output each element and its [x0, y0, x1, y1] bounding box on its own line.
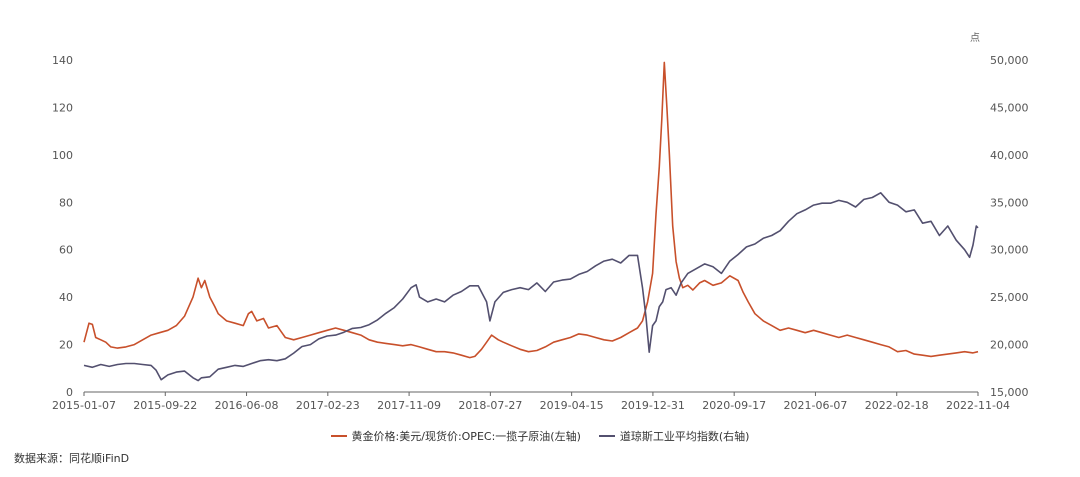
x-axis-tick-label: 2015-09-22	[133, 399, 197, 412]
right-axis-tick-label: 25,000	[990, 291, 1029, 304]
legend-item-dow[interactable]: 道琼斯工业平均指数(右轴)	[598, 428, 750, 444]
chart-lines	[83, 61, 979, 382]
right-axis-tick-label: 30,000	[990, 244, 1029, 257]
right-axis-tick-label: 15,000	[990, 386, 1029, 399]
left-axis-tick-label: 80	[59, 196, 73, 209]
left-axis-tick-label: 20	[59, 339, 73, 352]
chart-legend: 黄金价格:美元/现货价:OPEC:一揽子原油(左轴) 道琼斯工业平均指数(右轴)	[0, 428, 1080, 444]
x-axis-tick-label: 2015-01-07	[52, 399, 116, 412]
legend-label-oil: 黄金价格:美元/现货价:OPEC:一揽子原油(左轴)	[351, 430, 581, 443]
x-axis-tick-label: 2016-06-08	[215, 399, 279, 412]
right-axis-unit: 点	[970, 32, 980, 44]
right-axis-tick-label: 35,000	[990, 196, 1029, 209]
x-axis-ticks: 2015-01-07 2015-09-22 2016-06-08 2017-02-23…	[52, 392, 1010, 412]
left-axis-tick-label: 100	[52, 149, 73, 162]
x-axis-tick-label: 2017-11-09	[377, 399, 441, 412]
series-line-dow	[83, 192, 979, 382]
right-axis-tick-label: 20,000	[990, 339, 1029, 352]
legend-swatch-oil	[330, 435, 347, 437]
x-axis-tick-label: 2019-04-15	[540, 399, 604, 412]
left-axis-tick-label: 120	[52, 101, 73, 114]
right-axis-ticks: 15,000 20,000 25,000 30,000 35,000 40,000 45,0…	[990, 54, 1029, 399]
left-axis-tick-label: 60	[59, 244, 73, 257]
left-axis-tick-label: 140	[52, 54, 73, 67]
legend-swatch-dow	[598, 435, 615, 437]
legend-label-dow: 道琼斯工业平均指数(右轴)	[619, 430, 750, 443]
series-line-oil	[83, 61, 979, 359]
legend-item-oil[interactable]: 黄金价格:美元/现货价:OPEC:一揽子原油(左轴)	[330, 428, 581, 444]
right-axis-tick-label: 45,000	[990, 101, 1029, 114]
left-axis-ticks: 0 20 40 60 80 100 120 140	[52, 54, 73, 399]
right-axis-tick-label: 40,000	[990, 149, 1029, 162]
x-axis-tick-label: 2017-02-23	[296, 399, 360, 412]
data-source-note: 数据来源：同花顺iFinD	[14, 452, 130, 465]
x-axis-tick-label: 2019-12-31	[621, 399, 685, 412]
x-axis-tick-label: 2022-11-04	[946, 399, 1010, 412]
chart-canvas: 0 20 40 60 80 100 120 140 15,000 20,000 25,000 30,…	[52, 32, 1029, 412]
x-axis-tick-label: 2018-07-27	[458, 399, 522, 412]
x-axis-tick-label: 2021-06-07	[783, 399, 847, 412]
left-axis-tick-label: 40	[59, 291, 73, 304]
x-axis-tick-label: 2020-09-17	[702, 399, 766, 412]
x-axis-tick-label: 2022-02-18	[865, 399, 929, 412]
right-axis-tick-label: 50,000	[990, 54, 1029, 67]
left-axis-tick-label: 0	[66, 386, 73, 399]
